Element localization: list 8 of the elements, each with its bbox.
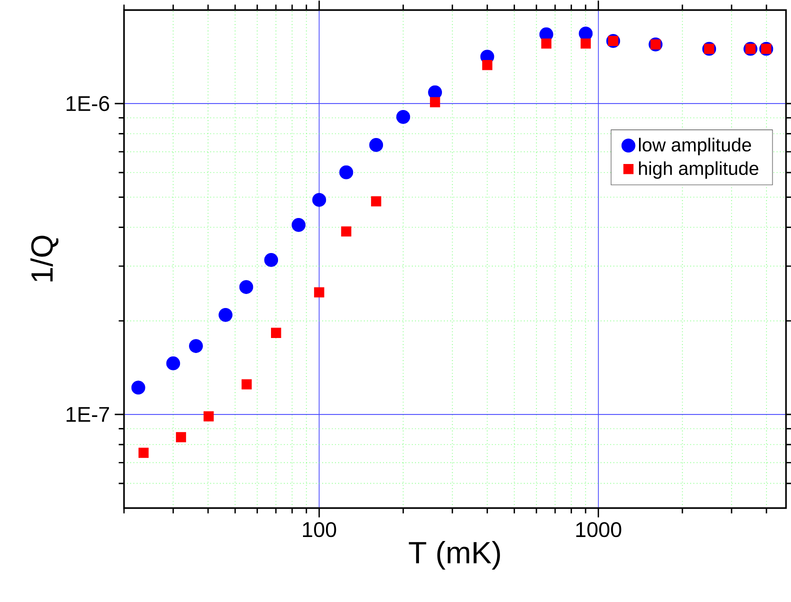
y-tick-label: 1E-6 bbox=[66, 96, 110, 112]
x-tick-label: 100 bbox=[303, 522, 336, 538]
legend-label: high amplitude bbox=[639, 161, 758, 179]
legend-label: low amplitude bbox=[639, 138, 752, 156]
y-tick-label: 1E-7 bbox=[66, 407, 109, 422]
y-axis-title: 1/Q bbox=[30, 236, 58, 282]
x-tick-label: 1000 bbox=[576, 522, 622, 538]
x-axis-title: T (mK) bbox=[408, 540, 500, 570]
